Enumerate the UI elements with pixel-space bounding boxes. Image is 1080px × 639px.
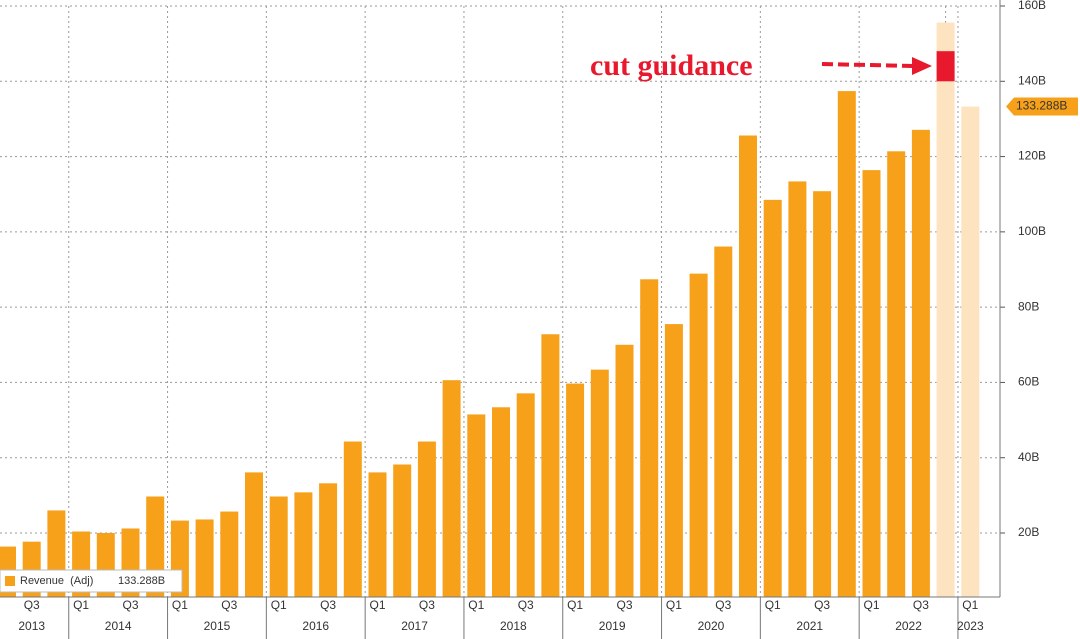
year-label: 2023 [957,619,984,633]
year-label: 2021 [796,619,823,633]
bar [541,334,560,597]
x-tick-label: Q3 [122,598,138,612]
bar [640,279,659,597]
y-tick-label: 100B [1018,224,1046,238]
bar [492,407,510,597]
year-label: 2016 [302,619,329,633]
bar [417,441,436,597]
bar [220,511,239,597]
y-tick-label: 120B [1018,149,1046,163]
bar [887,151,906,597]
x-tick-label: Q1 [962,598,978,612]
bar [763,199,782,598]
legend-swatch [5,576,15,586]
x-tick-label: Q3 [320,598,336,612]
bar [319,483,338,597]
x-tick-label: Q3 [913,598,929,612]
year-label: 2013 [18,619,45,633]
y-tick-label: 60B [1018,375,1039,389]
year-label: 2018 [500,619,527,633]
legend-label: Revenue (Adj) [20,575,93,587]
year-label: 2015 [204,619,231,633]
x-tick-label: Q3 [518,598,534,612]
year-label: 2022 [895,619,922,633]
bar [467,414,486,597]
bar [294,492,313,597]
x-tick-label: Q3 [221,598,237,612]
last-value-tag [1006,97,1078,116]
bar [961,106,980,597]
x-tick-label: Q1 [765,598,781,612]
x-tick-label: Q3 [419,598,435,612]
year-label: 2017 [401,619,428,633]
y-tick-label: 160B [1018,0,1046,12]
x-tick-label: Q1 [369,598,385,612]
bar [664,324,683,597]
bar [615,344,634,597]
x-tick-label: Q1 [172,598,188,612]
bar [269,496,288,597]
x-tick-label: Q1 [666,598,682,612]
x-tick-label: Q3 [814,598,830,612]
bar [590,369,609,597]
x-tick-label: Q1 [863,598,879,612]
y-tick-label: 140B [1018,73,1046,87]
bar [442,380,461,597]
annotation: cut guidance [590,49,753,82]
x-tick-label: Q3 [24,598,40,612]
annotation-arrowhead [912,57,932,75]
bar [813,191,832,598]
bar [393,464,412,597]
bar [739,135,757,598]
bar [862,170,881,597]
x-tick-label: Q1 [73,598,89,612]
x-tick-label: Q1 [468,598,484,612]
bar [368,472,387,597]
x-tick-label: Q3 [616,598,632,612]
x-tick-label: Q3 [715,598,731,612]
year-label: 2014 [105,619,132,633]
y-tick-label: 20B [1018,525,1039,539]
x-tick-label: Q1 [567,598,583,612]
y-tick-label: 40B [1018,450,1039,464]
bar [566,383,585,597]
last-value-label: 133.288B [1016,99,1067,113]
bar [714,246,733,597]
bar [245,472,263,597]
bar [911,129,930,597]
legend-box [0,569,183,593]
bar [195,519,214,597]
guidance-marker [936,51,955,82]
bar [936,22,955,598]
year-label: 2020 [698,619,725,633]
y-tick-label: 80B [1018,299,1039,313]
year-label: 2019 [599,619,626,633]
bar [837,91,856,597]
legend-value: 133.288B [118,575,165,587]
bar [516,393,535,597]
x-tick-label: Q1 [271,598,287,612]
bar [343,441,362,597]
bar [788,181,807,597]
bar [689,273,708,597]
